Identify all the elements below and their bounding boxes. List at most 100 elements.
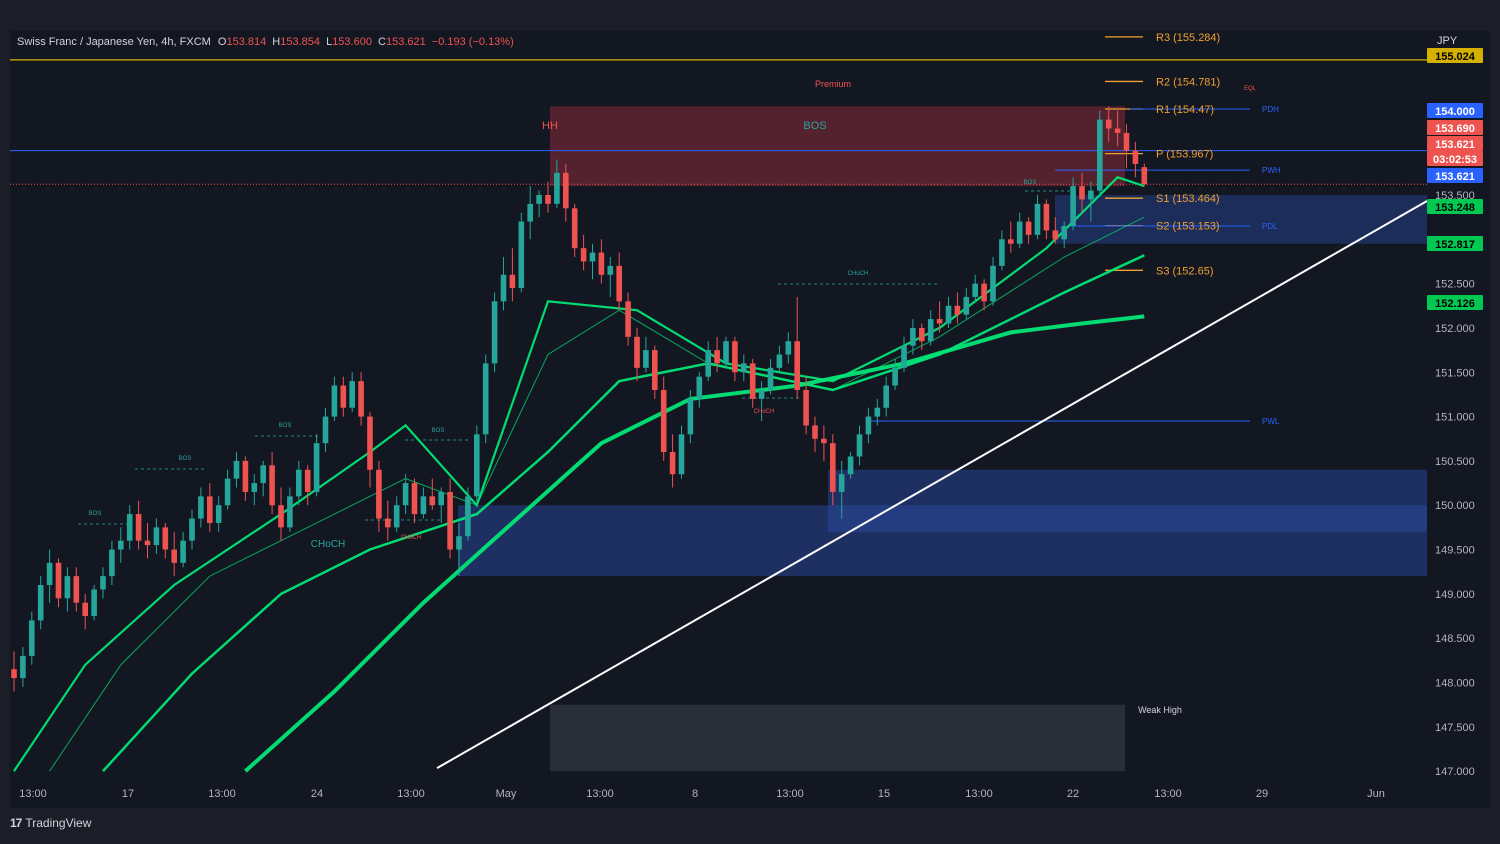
annotations-layer: R3 (155.284) R2 (154.781) R1 (154.47) P (15…	[89, 32, 1281, 715]
candle	[1008, 221, 1014, 253]
candle-body	[821, 438, 827, 444]
price-tag-label: 153.690	[1435, 123, 1475, 135]
pivot-label-R1: R1 (154.47)	[1156, 104, 1214, 116]
candle	[571, 203, 578, 258]
price-tag	[1427, 103, 1483, 118]
annotation-premium: Premium	[815, 79, 851, 89]
candle-body	[545, 194, 551, 204]
annotation-bos: BOS	[279, 423, 292, 429]
candle-body	[11, 669, 17, 679]
candle-body	[999, 239, 1005, 266]
candle	[242, 456, 249, 501]
candle-body	[1114, 128, 1121, 133]
candle	[660, 376, 667, 461]
candle-body	[482, 363, 489, 435]
candle-body	[705, 350, 711, 377]
candle	[393, 496, 400, 532]
candle	[269, 452, 275, 515]
candle-body	[420, 496, 427, 515]
candle-body	[1105, 119, 1112, 129]
price-tick-label: 151.500	[1435, 367, 1475, 379]
annotation-choch: CHoCH	[754, 409, 775, 415]
candle	[1123, 124, 1130, 169]
candle-body	[616, 265, 622, 302]
candle-body	[126, 514, 133, 541]
candle-body	[1097, 119, 1103, 191]
candle	[233, 452, 240, 488]
candle-body	[518, 221, 525, 289]
candle	[402, 474, 409, 515]
candle-body	[1132, 150, 1139, 164]
candle-body	[429, 496, 436, 506]
candle	[892, 358, 898, 390]
candle-body	[438, 491, 444, 506]
candle-body	[135, 514, 142, 541]
candle	[580, 234, 587, 271]
candle-body	[589, 252, 596, 262]
pivot-label-S2: S2 (153.153)	[1156, 221, 1220, 233]
candle-body	[207, 496, 213, 523]
candle	[1034, 194, 1041, 240]
price-tag	[1427, 136, 1483, 151]
candle-body	[224, 478, 231, 506]
candle	[616, 252, 622, 311]
candle	[919, 323, 925, 351]
candle	[482, 354, 489, 444]
time-tick-label: 13:00	[586, 788, 614, 800]
ohlc-change: −0.193 (−0.13%)	[431, 36, 514, 48]
candle	[830, 434, 836, 506]
candle-body	[393, 505, 400, 528]
candle	[607, 257, 614, 297]
candle	[865, 407, 872, 444]
candle	[304, 465, 311, 506]
candle	[999, 230, 1005, 271]
candle	[1052, 217, 1059, 244]
candle	[536, 190, 542, 218]
candle-body	[936, 319, 943, 324]
candle	[64, 567, 71, 612]
candle	[687, 389, 694, 444]
candle	[118, 527, 124, 563]
candle-body	[758, 389, 765, 399]
candle-body	[598, 252, 605, 275]
candle-body	[367, 416, 373, 470]
candle-body	[1061, 226, 1067, 240]
price-tick-label: 148.000	[1435, 677, 1475, 689]
candle	[171, 531, 177, 577]
candle	[678, 425, 685, 479]
candle	[11, 651, 17, 692]
candle-body	[1008, 239, 1014, 244]
currency-label: JPY	[1437, 35, 1458, 47]
symbol-header[interactable]: Swiss Franc / Japanese Yen, 4h, FXCM O15…	[17, 36, 518, 48]
candle-body	[296, 469, 302, 497]
candle	[1070, 177, 1076, 231]
tradingview-brand[interactable]: 17 TradingView	[10, 816, 91, 830]
price-tick-label: 153.500	[1435, 190, 1475, 202]
candle-body	[385, 518, 391, 528]
candle	[812, 416, 818, 453]
time-tick-label: 17	[122, 788, 134, 800]
candle	[767, 358, 774, 395]
candle	[144, 522, 151, 559]
candle-body	[901, 345, 907, 368]
time-tick-label: 13:00	[965, 788, 993, 800]
time-axis[interactable]	[10, 780, 1490, 808]
candle-body	[1043, 203, 1050, 231]
candle	[901, 336, 907, 373]
candle	[643, 336, 649, 373]
ohlc-low: L153.600	[326, 36, 372, 48]
price-tick-label: 152.500	[1435, 279, 1475, 291]
candle	[785, 332, 792, 364]
candle	[135, 500, 142, 550]
price-tick-label: 150.000	[1435, 500, 1475, 512]
candle-body	[411, 483, 418, 515]
candle	[527, 186, 533, 240]
candle-body	[55, 562, 62, 599]
candle-body	[100, 576, 106, 590]
candles-layer	[11, 106, 1148, 692]
candle	[1105, 106, 1112, 142]
candle-body	[198, 496, 204, 519]
candle	[429, 478, 436, 510]
candle	[563, 163, 569, 222]
symbol-name[interactable]: Swiss Franc / Japanese Yen, 4h, FXCM	[17, 36, 211, 48]
